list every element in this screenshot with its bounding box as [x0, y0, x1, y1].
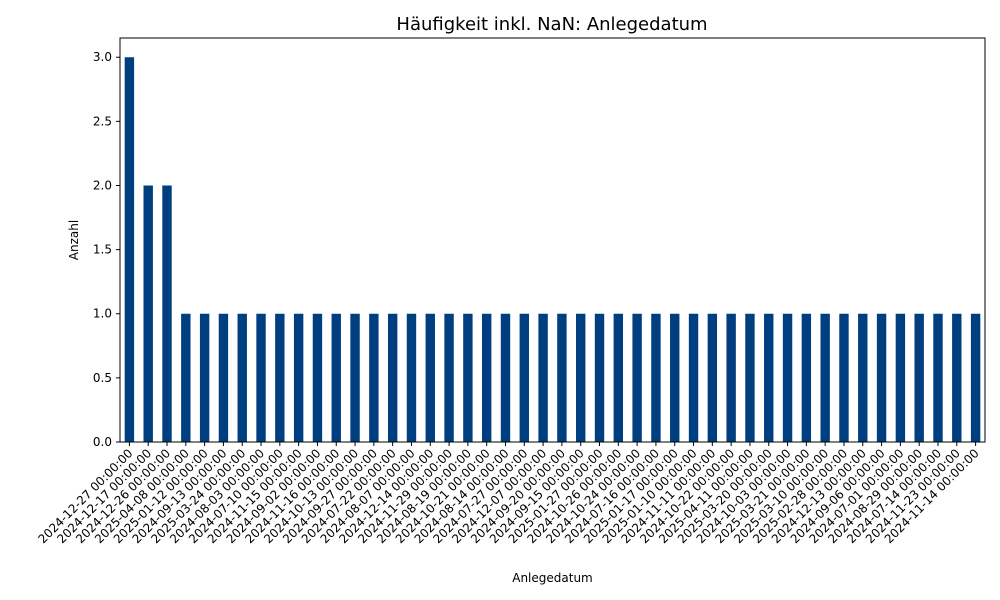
bar-33: [745, 313, 755, 442]
bar-35: [782, 313, 793, 442]
bar-18: [463, 313, 473, 442]
y-tick-label: 1.0: [93, 307, 112, 321]
plot-frame: [119, 37, 986, 443]
bar-1: [143, 185, 153, 442]
bar-0: [124, 57, 135, 442]
y-axis-label: Anzahl: [67, 220, 81, 260]
bar-32: [726, 313, 736, 442]
bar-6: [237, 313, 247, 442]
y-axis: 0.0 0.5 1.0 1.5 2.0 2.5 3.0: [93, 50, 120, 449]
bar-14: [387, 313, 398, 442]
bar-30: [688, 313, 699, 442]
bar-44: [952, 313, 962, 442]
bar-20: [500, 313, 511, 442]
bar-4: [199, 313, 210, 442]
bar-28: [651, 313, 661, 442]
bar-27: [632, 313, 642, 442]
bar-40: [876, 313, 887, 442]
bar-43: [933, 313, 943, 442]
bar-45: [970, 313, 981, 442]
bar-8: [275, 313, 285, 442]
bar-31: [707, 313, 718, 442]
bar-36: [801, 313, 812, 442]
bar-23: [557, 313, 567, 442]
x-axis-label: Anlegedatum: [512, 571, 593, 585]
bar-41: [895, 313, 906, 442]
bar-21: [519, 313, 529, 442]
bar-24: [576, 313, 586, 442]
y-tick-label: 0.0: [93, 435, 112, 449]
bar-39: [858, 313, 868, 442]
bars-group: [124, 57, 981, 442]
bar-15: [406, 313, 417, 442]
bar-26: [613, 313, 624, 442]
bar-7: [256, 313, 266, 442]
y-tick-label: 0.5: [93, 371, 112, 385]
bar-13: [369, 313, 379, 442]
y-tick-label: 3.0: [93, 50, 112, 64]
bar-16: [425, 313, 435, 442]
bar-29: [670, 313, 680, 442]
bar-11: [331, 313, 341, 442]
chart-title: Häufigkeit inkl. NaN: Anlegedatum: [396, 14, 707, 35]
y-tick-label: 2.5: [93, 114, 112, 128]
bar-3: [181, 313, 191, 442]
bar-37: [820, 313, 830, 442]
bar-9: [293, 313, 304, 442]
bar-25: [594, 313, 605, 442]
bar-10: [312, 313, 323, 442]
bar-5: [218, 313, 229, 442]
bar-38: [839, 313, 849, 442]
bar-2: [162, 185, 172, 442]
bar-22: [538, 313, 548, 442]
bar-12: [350, 313, 360, 442]
bar-34: [764, 313, 774, 442]
y-tick-label: 1.5: [93, 243, 112, 257]
bar-17: [444, 313, 454, 442]
bar-19: [481, 313, 492, 442]
bar-42: [914, 313, 924, 442]
y-tick-label: 2.0: [93, 178, 112, 192]
